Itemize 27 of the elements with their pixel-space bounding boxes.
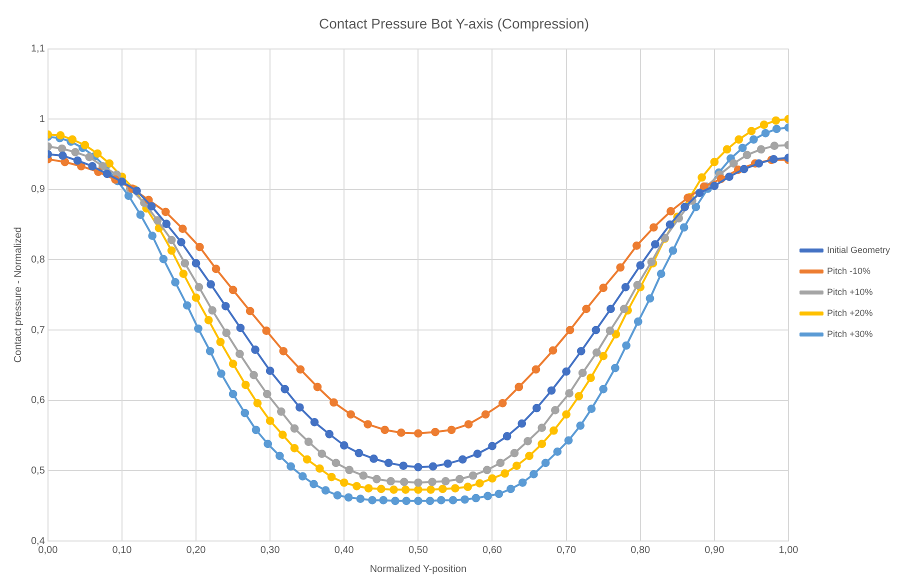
y-tick-label: 0,5: [30, 465, 46, 476]
y-tick-label: 0,7: [30, 324, 46, 336]
legend-label: Pitch -10%: [826, 266, 871, 276]
x-tick-label: 0,50: [408, 544, 428, 556]
x-tick-label: 0,60: [482, 544, 502, 556]
y-axis-title: Contact pressure - Normalized: [12, 227, 24, 363]
chart-title: Contact Pressure Bot Y-axis (Compression): [319, 15, 589, 32]
x-tick-label: 0,10: [112, 544, 132, 556]
x-tick-label: 1,00: [778, 544, 799, 556]
y-tick-label: 0,4: [30, 536, 46, 547]
x-axis-title: Normalized Y-position: [370, 564, 467, 575]
x-tick-label: 0,00: [38, 544, 58, 556]
x-tick-label: 0,30: [260, 544, 280, 556]
x-tick-label: 0,20: [186, 544, 206, 556]
x-tick-label: 0,40: [334, 544, 354, 556]
x-tick-label: 0,70: [556, 544, 576, 556]
y-tick-label: 1: [39, 114, 46, 125]
y-tick-label: 0,6: [30, 395, 46, 406]
x-tick-label: 0,90: [704, 544, 725, 556]
y-tick-label: 1,1: [30, 44, 46, 55]
legend-label: Pitch +20%: [826, 308, 873, 318]
legend-label: Pitch +30%: [826, 328, 873, 339]
y-tick-label: 0,8: [30, 254, 46, 266]
legend-label: Initial Geometry: [826, 244, 890, 255]
x-tick-label: 0,80: [630, 544, 651, 556]
y-tick-label: 0,9: [30, 184, 46, 196]
legend-label: Pitch +10%: [826, 286, 873, 297]
